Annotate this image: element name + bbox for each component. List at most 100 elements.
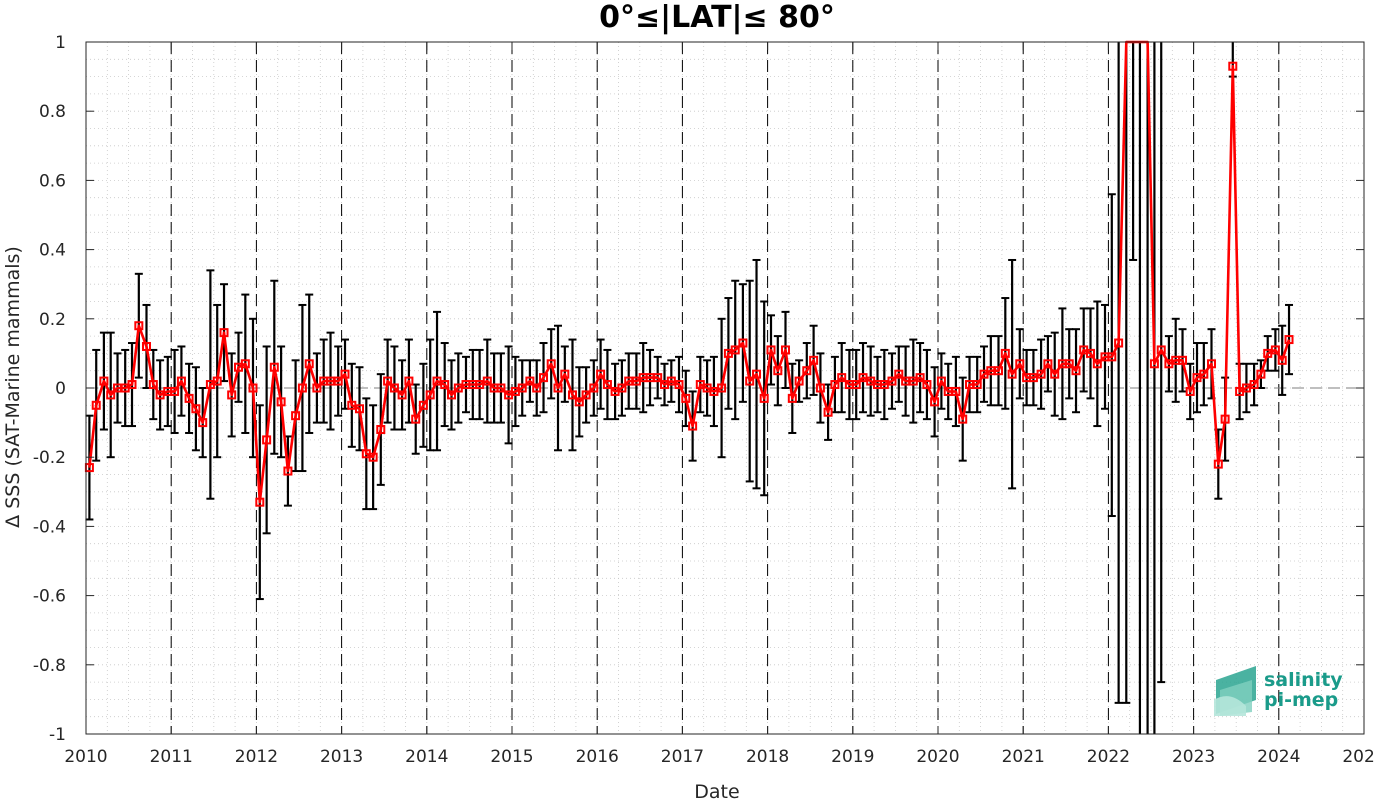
x-tick-label: 2018 bbox=[746, 747, 789, 767]
data-point bbox=[546, 359, 556, 369]
data-point bbox=[525, 376, 535, 386]
data-point bbox=[1086, 348, 1096, 358]
data-point bbox=[780, 345, 790, 355]
data-point bbox=[496, 383, 506, 393]
data-point bbox=[602, 380, 612, 390]
x-tick-label: 2011 bbox=[150, 747, 193, 767]
data-point bbox=[425, 390, 435, 400]
data-point bbox=[148, 380, 158, 390]
data-point bbox=[368, 452, 378, 462]
data-point bbox=[936, 376, 946, 386]
data-point bbox=[212, 376, 222, 386]
logo-line1: salinity bbox=[1264, 669, 1343, 691]
x-tick-label: 2015 bbox=[490, 747, 533, 767]
data-point bbox=[227, 390, 237, 400]
data-point bbox=[589, 383, 599, 393]
data-point bbox=[1185, 386, 1195, 396]
data-point bbox=[887, 376, 897, 386]
data-point bbox=[333, 376, 343, 386]
data-point bbox=[766, 345, 776, 355]
data-point bbox=[532, 383, 542, 393]
x-tick-label: 2023 bbox=[1172, 747, 1215, 767]
data-point bbox=[1000, 348, 1010, 358]
data-point bbox=[1284, 335, 1294, 345]
data-point bbox=[376, 425, 386, 435]
data-point bbox=[191, 404, 201, 414]
data-point bbox=[106, 390, 116, 400]
axis-ticks: 2010 2011 2012 2013 2014 2015 2016 2017 2018 2019… bbox=[33, 33, 1374, 767]
x-tick-label: 2017 bbox=[661, 747, 704, 767]
data-point bbox=[1178, 355, 1188, 365]
plot-area bbox=[84, 40, 1365, 735]
data-point bbox=[915, 373, 925, 383]
data-point bbox=[240, 359, 250, 369]
data-point bbox=[787, 393, 797, 403]
data-point bbox=[972, 380, 982, 390]
data-point bbox=[170, 386, 180, 396]
y-tick-label: 0.4 bbox=[39, 241, 66, 261]
data-point bbox=[262, 435, 272, 445]
y-tick-label: 0 bbox=[55, 379, 66, 399]
data-point bbox=[1256, 369, 1266, 379]
data-point bbox=[276, 397, 286, 407]
data-point bbox=[823, 407, 833, 417]
series-markers bbox=[84, 40, 1294, 507]
y-tick-label: -1 bbox=[49, 725, 66, 745]
chart-title: 0°≤|LAT|≤ 80° bbox=[599, 0, 835, 35]
y-tick-label: -0.4 bbox=[33, 517, 66, 537]
data-point bbox=[517, 383, 527, 393]
data-point bbox=[738, 338, 748, 348]
data-point bbox=[574, 397, 584, 407]
data-point bbox=[1007, 369, 1017, 379]
data-point bbox=[297, 383, 307, 393]
y-axis-label: Δ SSS (SAT-Marine mammals) bbox=[2, 246, 24, 528]
y-tick-label: -0.6 bbox=[33, 587, 66, 607]
data-point bbox=[1114, 338, 1124, 348]
data-point bbox=[91, 400, 101, 410]
data-point bbox=[1015, 359, 1025, 369]
data-point bbox=[418, 400, 428, 410]
data-point bbox=[134, 321, 144, 331]
x-tick-label: 2019 bbox=[831, 747, 874, 767]
data-point bbox=[759, 393, 769, 403]
data-point bbox=[958, 414, 968, 424]
data-point bbox=[674, 380, 684, 390]
data-point bbox=[248, 383, 258, 393]
data-point bbox=[1213, 459, 1223, 469]
data-point bbox=[269, 362, 279, 372]
y-tick-label: 0.2 bbox=[39, 310, 66, 330]
data-point bbox=[312, 383, 322, 393]
data-point bbox=[1228, 61, 1238, 71]
x-tick-label: 2014 bbox=[405, 747, 448, 767]
data-point bbox=[581, 390, 591, 400]
data-point bbox=[304, 359, 314, 369]
data-point bbox=[198, 418, 208, 428]
x-tick-label: 2013 bbox=[320, 747, 363, 767]
data-point bbox=[1277, 355, 1287, 365]
x-tick-label: 2022 bbox=[1087, 747, 1130, 767]
data-point bbox=[291, 411, 301, 421]
data-point bbox=[440, 380, 450, 390]
data-point bbox=[1050, 369, 1060, 379]
series-line bbox=[88, 40, 1291, 504]
data-point bbox=[773, 366, 783, 376]
data-point bbox=[1064, 359, 1074, 369]
data-point bbox=[894, 369, 904, 379]
data-point bbox=[1043, 359, 1053, 369]
y-tick-label: 1 bbox=[55, 33, 66, 53]
x-tick-label: 2016 bbox=[576, 747, 619, 767]
data-point bbox=[99, 376, 109, 386]
x-tick-label: 2021 bbox=[1002, 747, 1045, 767]
data-point bbox=[730, 345, 740, 355]
data-point bbox=[596, 369, 606, 379]
y-tick-label: -0.8 bbox=[33, 656, 66, 676]
data-point bbox=[553, 383, 563, 393]
data-point bbox=[837, 373, 847, 383]
data-point bbox=[397, 390, 407, 400]
data-point bbox=[127, 380, 137, 390]
data-point bbox=[340, 369, 350, 379]
data-point bbox=[567, 390, 577, 400]
x-tick-label: 2020 bbox=[916, 747, 959, 767]
y-tick-label: 0.6 bbox=[39, 171, 66, 191]
